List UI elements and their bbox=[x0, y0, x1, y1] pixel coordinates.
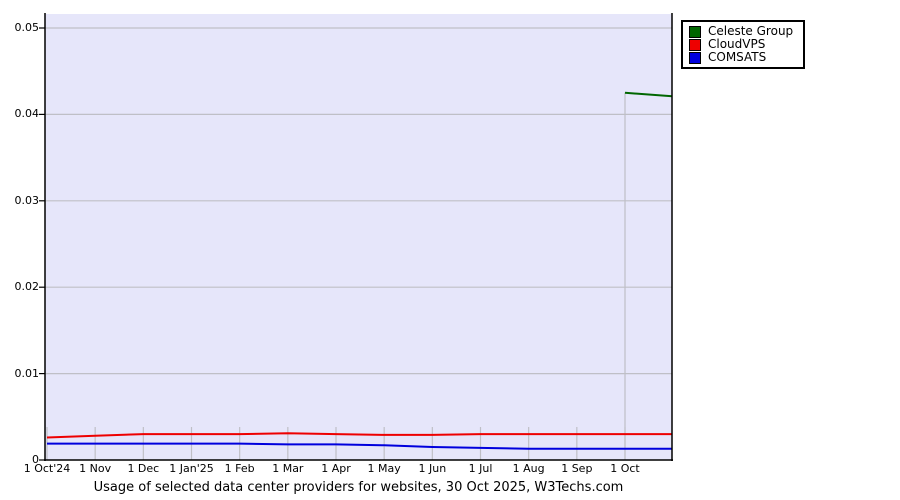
legend-label: Celeste Group bbox=[708, 24, 794, 38]
legend: Celeste Group CloudVPS COMSATS bbox=[681, 20, 805, 69]
x-axis-label: 1 Sep bbox=[561, 462, 593, 475]
legend-swatch-icon bbox=[689, 51, 701, 64]
legend-item: COMSATS bbox=[689, 51, 797, 64]
y-axis-label: 0 bbox=[32, 453, 39, 466]
y-axis-label: 0.03 bbox=[14, 193, 40, 207]
y-axis-label: 0.02 bbox=[14, 280, 40, 294]
x-axis-label: 1 Jun bbox=[418, 462, 447, 475]
x-axis-label: 1 May bbox=[367, 462, 401, 475]
x-axis-label: 1 Mar bbox=[272, 462, 304, 475]
x-axis-label: 1 Jul bbox=[468, 462, 493, 475]
legend-label: COMSATS bbox=[708, 50, 767, 64]
y-axis-label: 0.04 bbox=[14, 107, 40, 121]
series-line-comsats bbox=[47, 442, 673, 450]
x-axis-label: 1 Nov bbox=[79, 462, 112, 475]
series-line-cloudvps bbox=[46, 432, 673, 439]
y-axis-label: 0.05 bbox=[14, 21, 40, 34]
legend-swatch-icon bbox=[689, 25, 701, 38]
x-axis-label: 1 Aug bbox=[512, 462, 545, 475]
x-axis-label: 1 Oct'24 bbox=[23, 462, 71, 475]
x-axis-label: 1 Oct bbox=[610, 462, 640, 475]
series-line-celeste-group bbox=[624, 91, 673, 98]
plot-background bbox=[45, 14, 672, 460]
x-axis-label: 1 Dec bbox=[127, 462, 160, 475]
legend-item: CloudVPS bbox=[689, 38, 797, 51]
chart-title: Usage of selected data center providers … bbox=[93, 480, 624, 495]
legend-swatch-icon bbox=[689, 38, 701, 51]
legend-item: Celeste Group bbox=[689, 25, 797, 38]
legend-label: CloudVPS bbox=[708, 37, 766, 51]
x-axis-label: 1 Feb bbox=[224, 462, 255, 475]
x-axis-label: 1 Jan'25 bbox=[169, 462, 214, 475]
y-axis-label: 0.01 bbox=[14, 366, 40, 380]
x-axis-label: 1 Apr bbox=[321, 462, 351, 475]
